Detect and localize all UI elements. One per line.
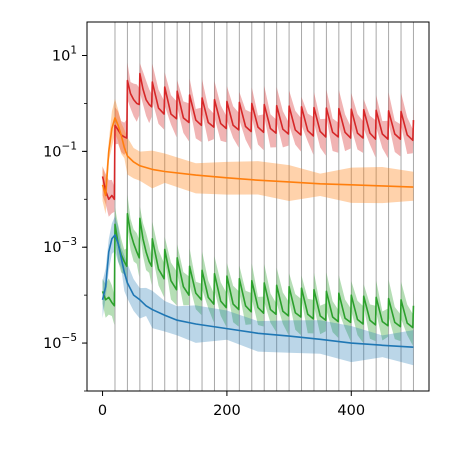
x-axis-ticks: 0 200 400 [98,391,365,419]
series-line-3 [101,212,415,329]
y-tick-label: 101 [52,45,77,65]
series-line-1 [101,72,415,201]
uncertainty-bands [102,62,414,366]
series-band-3 [102,194,414,346]
series-band-4 [102,216,414,366]
series-line-4 [101,234,414,349]
x-tick-label: 0 [98,403,107,419]
x-tick-label: 400 [337,403,365,419]
y-tick-label: 10−5 [43,332,77,352]
vertical-gridlines [114,22,414,391]
axes-frame [86,21,430,392]
y-tick-label: 10−1 [43,140,77,160]
series-line-2 [101,117,414,197]
y-axis-ticks: 101 10−1 10−3 10−5 [43,45,87,392]
series-lines [101,72,415,349]
x-tick-label: 200 [213,403,241,419]
series-band-2 [102,98,414,215]
y-tick-label: 10−3 [43,236,77,256]
